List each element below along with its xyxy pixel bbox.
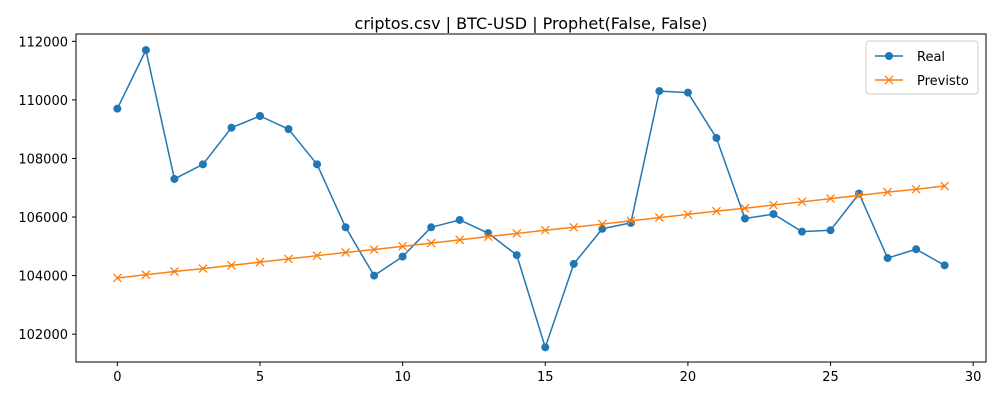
data-point-real [940,261,949,270]
x-axis: 0 5 10 15 20 25 30 [113,362,981,385]
data-point-real [170,174,179,183]
x-tick-label: 5 [256,370,264,385]
data-point-previsto [255,257,265,267]
data-point-real [455,215,464,224]
data-point-previsto [569,222,579,232]
x-tick-label: 20 [680,370,697,385]
legend-previsto-marker [884,75,894,85]
data-point-real [740,214,749,223]
data-point-previsto [769,200,778,210]
data-point-previsto [597,219,607,229]
x-tick-label: 0 [113,370,121,385]
data-point-real [427,223,436,232]
data-point-real [313,160,322,169]
plot-area [75,33,987,363]
data-point-previsto [740,203,750,213]
data-point-real [284,125,293,134]
series-previsto [112,181,950,283]
data-point-previsto [940,181,950,191]
series-line-previsto [117,185,945,279]
y-tick-label: 112000 [18,35,68,50]
series-layer [112,46,950,352]
data-point-previsto [797,197,807,207]
data-point-previsto [369,245,379,255]
data-point-real [769,210,778,219]
data-point-real [826,226,835,235]
data-point-real [712,133,721,142]
data-point-previsto [426,238,436,248]
data-point-previsto [854,190,864,200]
data-point-real [655,87,664,96]
y-tick-label: 110000 [18,94,68,109]
data-point-previsto [683,209,693,219]
data-point-previsto [227,260,236,270]
x-tick-label: 10 [394,370,411,385]
legend-label-previsto: Previsto [917,74,969,89]
data-point-real [683,88,692,97]
data-point-previsto [711,206,721,216]
y-tick-label: 102000 [18,328,68,343]
data-point-previsto [483,232,493,242]
data-point-previsto [112,273,122,283]
data-point-previsto [654,213,664,223]
y-tick-label: 104000 [18,270,68,285]
data-point-previsto [312,251,322,261]
data-point-previsto [512,228,522,238]
data-point-previsto [455,235,465,245]
data-point-real [883,254,892,263]
chart-title: criptos.csv | BTC-USD | Prophet(False, F… [355,14,708,33]
data-point-real [198,160,207,169]
legend-real-marker [885,52,893,60]
series-line-real [116,49,946,349]
x-tick-label: 30 [965,370,982,385]
data-point-real [113,104,122,113]
data-point-previsto [883,187,893,197]
data-point-previsto [826,194,835,204]
data-point-real [512,251,521,260]
x-tick-label: 25 [822,370,839,385]
data-point-real [370,271,379,280]
y-axis: 102000 104000 106000 108000 110000 112000 [18,35,76,343]
data-point-previsto [169,267,179,276]
data-point-real [541,343,550,352]
legend: Real Previsto [865,40,979,95]
data-point-previsto [141,270,151,280]
data-point-previsto [540,225,550,235]
data-point-real [141,46,150,55]
data-point-previsto [198,264,208,274]
legend-label-real: Real [917,50,945,65]
data-point-previsto [626,216,636,226]
data-point-real [255,112,264,120]
data-point-previsto [911,184,921,194]
data-point-previsto [398,241,408,251]
series-real [113,46,949,352]
x-tick-label: 15 [537,370,554,385]
data-point-real [569,259,578,268]
data-point-real [398,252,407,261]
data-point-previsto [341,248,351,257]
y-tick-label: 108000 [18,152,68,167]
data-point-real [798,227,807,236]
y-tick-label: 106000 [18,211,68,226]
data-point-real [912,245,921,254]
data-point-real [227,123,236,132]
data-point-previsto [284,254,293,264]
data-point-real [341,223,350,232]
